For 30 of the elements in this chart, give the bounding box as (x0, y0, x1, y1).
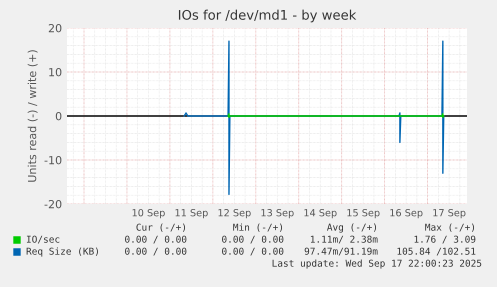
text: Last update: Wed Sep 17 22:00:23 2025 (272, 259, 482, 269)
text: Cur (-/+) (136, 223, 186, 232)
text: Avg (-/+) (327, 223, 376, 233)
x-tick-label: 14 Sep (304, 209, 337, 218)
y-tick-label: 20 (48, 24, 62, 32)
text: 105.84 /102.51 (398, 248, 476, 256)
x-tick-label: 15 Sep (347, 209, 380, 218)
x-tick-label: 16 Sep (390, 209, 423, 218)
text: 0.00 / 0.00 (125, 236, 186, 244)
legend-label: Req Size (KB) (26, 247, 98, 257)
text: 0.00 / 0.00 (222, 236, 284, 244)
x-tick-label: 11 Sep (176, 209, 208, 218)
text: Max (-/+) (425, 223, 474, 232)
text: Min (-/+) (233, 223, 282, 232)
text: 1.76 / 3.09 (414, 236, 476, 244)
x-tick-label: 12 Sep (218, 209, 251, 218)
y-axis-title: Units read (-) / write (+) (28, 50, 38, 182)
x-tick-label: 13 Sep (261, 209, 294, 218)
x-tick-label: 10 Sep (132, 209, 165, 218)
x-tick-label: 17 Sep (433, 209, 466, 218)
text: 0.00 / 0.00 (222, 248, 284, 256)
text: 97.47m/91.19m (304, 248, 378, 256)
y-tick-label: -10 (44, 156, 62, 164)
y-tick-label: -20 (44, 200, 62, 208)
text: 1.11m/ 2.38m (310, 236, 378, 244)
text: 0.00 / 0.00 (125, 248, 186, 256)
chart-title: IOs for /dev/md1 - by week (178, 10, 356, 22)
legend-label: IO/sec (26, 236, 60, 244)
y-tick-label: 10 (49, 68, 62, 76)
y-tick-label: 0 (56, 112, 62, 120)
